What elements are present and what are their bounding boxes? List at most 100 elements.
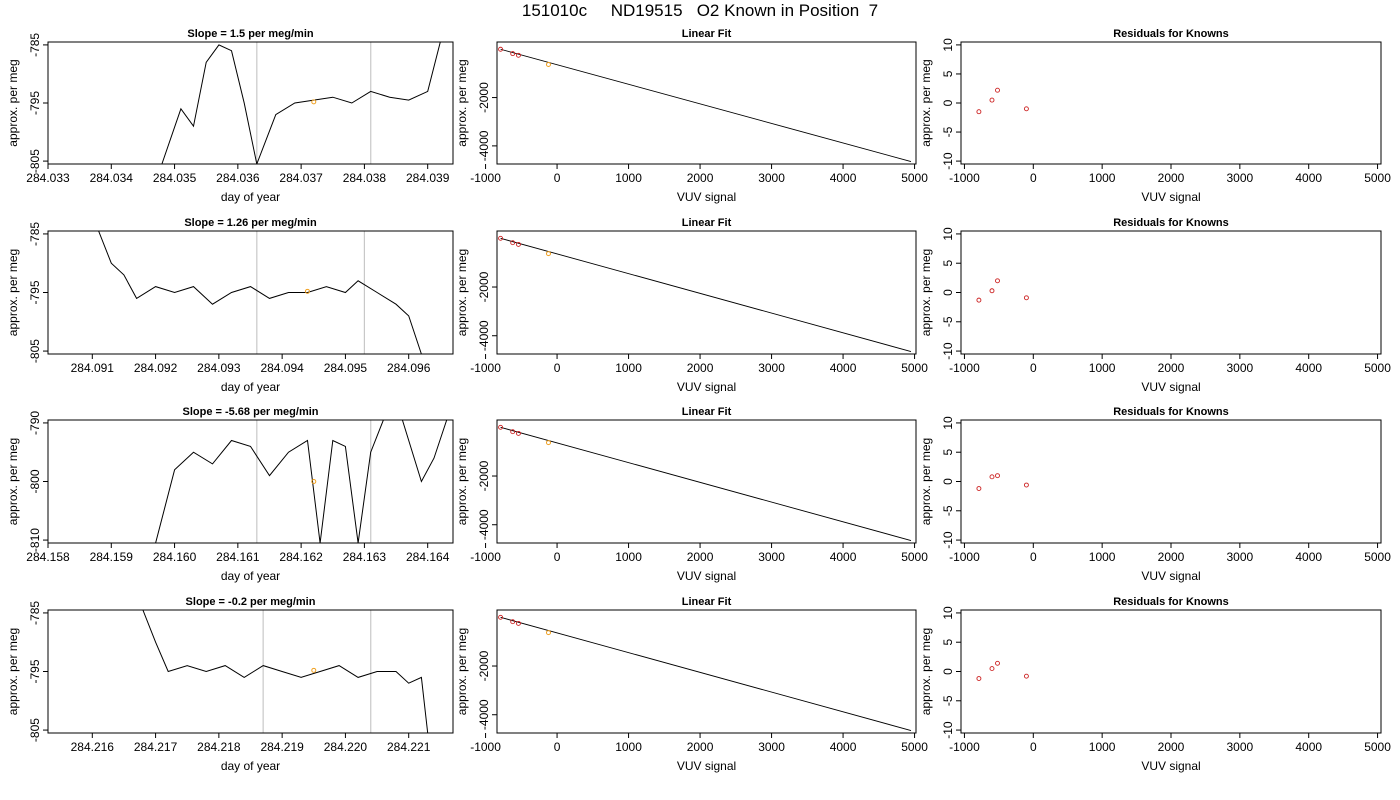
panel-6: Residuals for Knowns -1000 0 1000 2000 3000 40… [919, 217, 1391, 394]
x-tick-label: 3000 [758, 550, 785, 564]
fit-line [500, 237, 912, 352]
y-axis-label: approx. per meg [6, 628, 20, 715]
known-point [311, 479, 317, 484]
panel-title: Slope = 1.5 per meg/min [187, 28, 314, 40]
y-tick-label: -795 [28, 91, 42, 115]
known-point [545, 61, 551, 67]
x-tick-label: 284.159 [90, 550, 134, 564]
x-tick-label: 284.096 [387, 361, 431, 375]
x-tick-label: 1000 [1089, 550, 1116, 564]
y-tick-label: -2000 [477, 650, 491, 681]
x-tick-label: -1000 [949, 171, 980, 185]
y-tick-label: -4000 [477, 699, 491, 730]
y-tick-label: 5 [941, 639, 955, 646]
x-tick-label: 1000 [1089, 171, 1116, 185]
data-series-line [155, 420, 448, 543]
x-tick-label: 4000 [1295, 171, 1322, 185]
y-axis-label: approx. per meg [455, 249, 469, 336]
x-tick-label: 284.039 [406, 171, 450, 185]
x-axis-label: VUV signal [1141, 190, 1200, 204]
plot-area [161, 42, 441, 164]
data-point [976, 676, 982, 681]
x-tick-label: 5000 [901, 361, 928, 375]
plot-area [498, 46, 912, 163]
panel-11: Linear Fit -1000 0 1000 2000 3000 4000 5000 -200… [455, 596, 928, 773]
panel-4: Slope = 1.26 per meg/min 284.091 284.092 28… [6, 217, 454, 394]
x-tick-label: 284.217 [134, 740, 178, 754]
panel-title: Linear Fit [682, 406, 732, 418]
x-tick-label: 284.219 [260, 740, 304, 754]
x-tick-label: 0 [554, 550, 561, 564]
plot-area [976, 87, 1029, 115]
panel-7: Slope = -5.68 per meg/min 284.158 284.159 2… [6, 406, 454, 583]
plot-frame [47, 230, 454, 355]
x-tick-label: 5000 [901, 550, 928, 564]
x-tick-label: -1000 [470, 171, 501, 185]
panel-title: Slope = -5.68 per meg/min [182, 406, 318, 418]
plot-area [976, 473, 1029, 491]
y-tick-label: -785 [28, 33, 42, 57]
x-tick-label: -1000 [949, 550, 980, 564]
plot-area [976, 660, 1029, 681]
panel-1: Slope = 1.5 per meg/min 284.033 284.034 284… [6, 28, 454, 204]
x-tick-label: 2000 [1158, 171, 1185, 185]
x-tick-label: -1000 [470, 550, 501, 564]
x-tick-label: 3000 [1227, 171, 1254, 185]
x-tick-label: 3000 [758, 740, 785, 754]
x-tick-label: 5000 [1364, 361, 1391, 375]
panel-title: Slope = 1.26 per meg/min [184, 217, 317, 229]
y-tick-label: -5 [941, 126, 955, 137]
x-tick-label: 284.036 [216, 171, 260, 185]
data-point [516, 620, 521, 626]
x-tick-label: 284.163 [343, 550, 387, 564]
y-tick-label: -4000 [477, 509, 491, 540]
data-point [516, 52, 521, 58]
x-tick-label: 0 [554, 361, 561, 375]
data-point [995, 87, 1000, 93]
known-point [304, 288, 310, 294]
data-point [510, 429, 516, 435]
y-tick-label: 10 [941, 416, 955, 430]
x-tick-label: 5000 [901, 740, 928, 754]
x-tick-label: 284.035 [153, 171, 197, 185]
y-tick-label: -4000 [477, 130, 491, 161]
fit-line [500, 426, 912, 541]
panel-12: Residuals for Knowns -1000 0 1000 2000 3000 40… [919, 596, 1391, 773]
x-tick-label: 284.162 [279, 550, 323, 564]
y-tick-label: -805 [28, 339, 42, 363]
panel-9: Residuals for Knowns -1000 0 1000 2000 3000 40… [919, 406, 1391, 583]
y-tick-label: -10 [941, 152, 955, 170]
x-tick-label: 4000 [830, 361, 857, 375]
x-tick-label: 2000 [687, 171, 714, 185]
x-tick-label: 284.037 [279, 171, 323, 185]
y-tick-label: 5 [941, 449, 955, 456]
fit-line [500, 616, 912, 731]
data-point [1023, 482, 1029, 488]
x-tick-label: 1000 [615, 740, 642, 754]
y-tick-label: 0 [941, 478, 955, 485]
x-tick-label: 4000 [1295, 740, 1322, 754]
plot-area [498, 235, 912, 352]
plot-frame [960, 419, 1382, 544]
x-tick-label: 2000 [687, 361, 714, 375]
data-series-line [98, 231, 422, 354]
y-axis-label: approx. per meg [455, 438, 469, 525]
panel-10: Slope = -0.2 per meg/min 284.216 284.217 28… [6, 596, 454, 773]
known-point [545, 251, 551, 257]
y-tick-label: -10 [941, 342, 955, 360]
y-tick-label: -2000 [477, 82, 491, 113]
data-point [498, 46, 504, 52]
x-tick-label: -1000 [470, 740, 501, 754]
panel-5: Linear Fit -1000 0 1000 2000 3000 4000 5000 -200… [455, 217, 928, 394]
y-tick-label: -790 [28, 411, 42, 435]
panel-2: Linear Fit -1000 0 1000 2000 3000 4000 5000 -200… [455, 28, 928, 204]
x-tick-label: 1000 [615, 171, 642, 185]
x-tick-label: -1000 [949, 740, 980, 754]
y-tick-label: -800 [28, 469, 42, 493]
data-point [1023, 295, 1029, 301]
x-tick-label: 284.091 [71, 361, 115, 375]
y-tick-label: -4000 [477, 320, 491, 351]
x-tick-label: -1000 [470, 361, 501, 375]
x-axis-label: VUV signal [1141, 569, 1200, 583]
plot-frame [47, 419, 454, 544]
